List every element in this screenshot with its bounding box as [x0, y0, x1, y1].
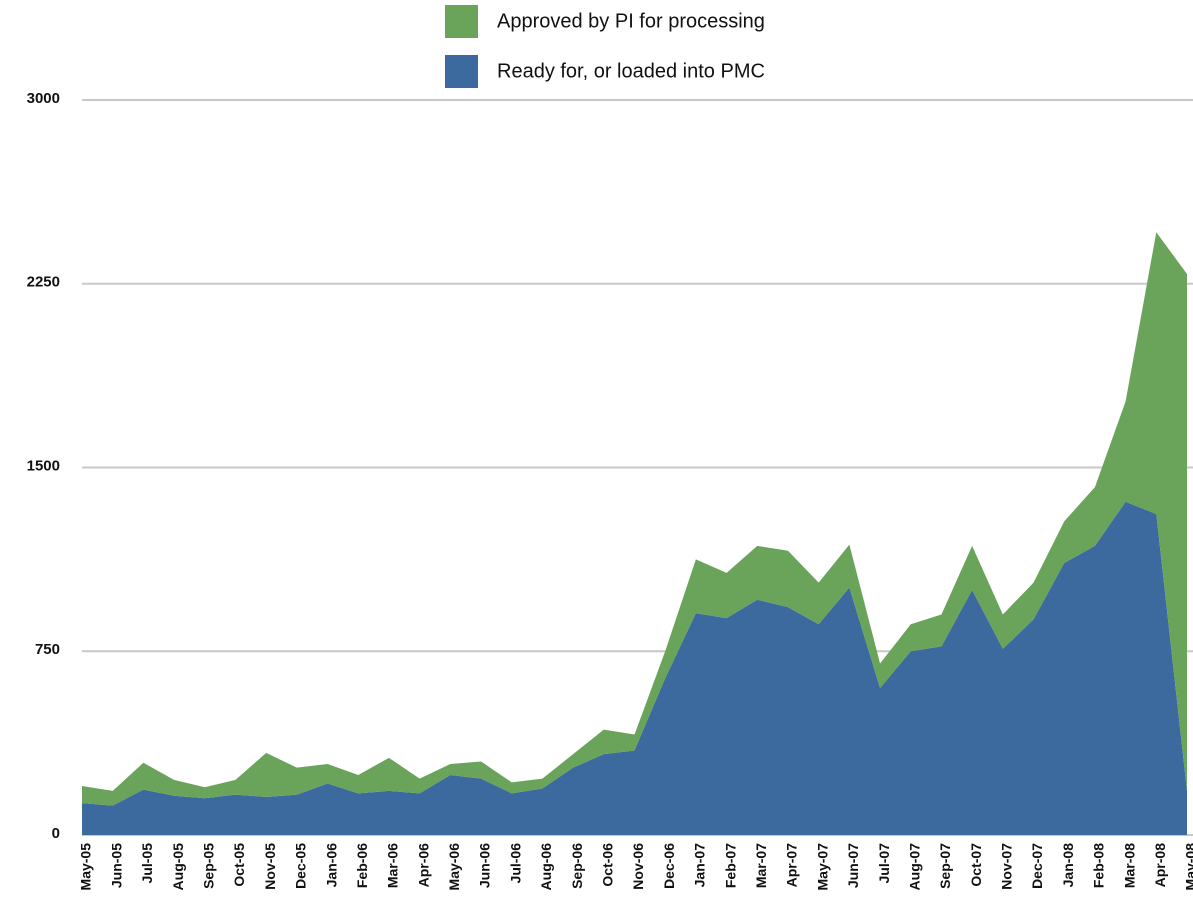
x-tick-label: Dec-06	[661, 843, 677, 889]
x-tick-label: Nov-06	[630, 843, 646, 890]
x-tick-label: Aug-06	[538, 843, 554, 891]
x-tick-label: Sep-06	[569, 843, 585, 889]
x-tick-label: Jan-08	[1060, 843, 1076, 888]
x-tick-label: Sep-05	[200, 843, 216, 889]
x-tick-label: Jun-06	[477, 843, 493, 888]
x-tick-label: Dec-07	[1029, 843, 1045, 889]
x-tick-label: Mar-08	[1121, 843, 1137, 888]
x-tick-label: Jan-07	[692, 843, 708, 888]
x-tick-label: Aug-07	[906, 843, 922, 891]
x-tick-label: Jul-07	[876, 843, 892, 884]
x-tick-label: Oct-05	[231, 843, 247, 887]
x-tick-label: Sep-07	[937, 843, 953, 889]
y-tick-label: 0	[52, 825, 60, 842]
x-tick-label: Apr-06	[415, 843, 431, 888]
legend-label: Approved by PI for processing	[497, 10, 765, 32]
x-tick-label: Jun-07	[845, 843, 861, 888]
legend-swatch	[445, 55, 478, 88]
x-tick-label: May-08	[1183, 843, 1193, 891]
x-tick-label: Aug-05	[170, 843, 186, 891]
y-tick-label: 2250	[27, 274, 60, 291]
x-tick-label: Mar-07	[753, 843, 769, 888]
legend-swatch	[445, 5, 478, 38]
legend-label: Ready for, or loaded into PMC	[497, 60, 765, 82]
x-tick-label: Oct-06	[600, 843, 616, 887]
y-tick-label: 750	[35, 641, 60, 658]
x-tick-label: Dec-05	[293, 843, 309, 889]
x-tick-label: Apr-08	[1152, 843, 1168, 888]
x-tick-label: May-05	[78, 843, 94, 891]
x-tick-label: Apr-07	[784, 843, 800, 888]
y-tick-label: 1500	[27, 457, 60, 474]
x-tick-label: Jan-06	[323, 843, 339, 888]
x-tick-label: Jun-05	[108, 843, 124, 888]
x-tick-label: Oct-07	[968, 843, 984, 887]
x-tick-label: Nov-05	[262, 843, 278, 890]
area	[82, 501, 1187, 835]
x-tick-label: Feb-07	[722, 843, 738, 888]
x-tick-label: Feb-08	[1091, 843, 1107, 888]
x-tick-label: Jul-05	[139, 843, 155, 884]
x-tick-label: Jul-06	[507, 843, 523, 884]
x-tick-label: May-06	[446, 843, 462, 891]
x-tick-label: Nov-07	[999, 843, 1015, 890]
x-tick-label: Feb-06	[354, 843, 370, 888]
x-tick-label: Mar-06	[385, 843, 401, 888]
x-tick-label: May-07	[814, 843, 830, 891]
y-tick-label: 3000	[27, 90, 60, 107]
